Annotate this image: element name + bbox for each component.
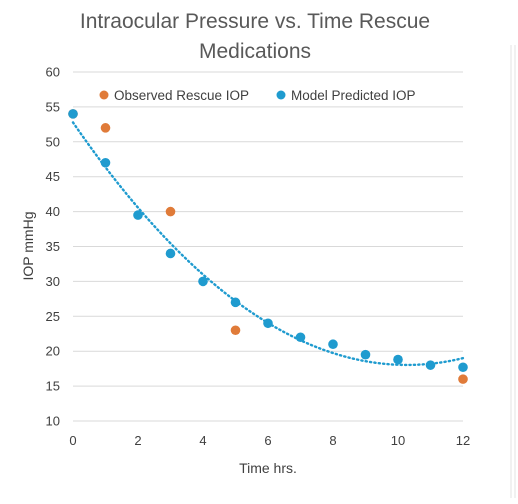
chart-title-line-2: Medications bbox=[199, 40, 311, 63]
x-tick-label: 12 bbox=[456, 433, 470, 448]
y-tick-label: 45 bbox=[46, 169, 60, 184]
predicted-point bbox=[198, 276, 208, 287]
y-tick-label: 10 bbox=[46, 414, 60, 429]
predicted-point bbox=[68, 109, 78, 119]
x-tick-label: 6 bbox=[264, 433, 271, 448]
x-tick-label: 8 bbox=[329, 433, 336, 448]
legend: Observed Rescue IOP Model Predicted IOP bbox=[99, 88, 416, 103]
legend-marker bbox=[276, 90, 286, 100]
observed-point bbox=[100, 123, 111, 133]
y-tick-label: 15 bbox=[46, 379, 60, 394]
legend-label: Model Predicted IOP bbox=[291, 88, 416, 103]
y-tick-label: 50 bbox=[46, 134, 60, 149]
y-tick-label: 30 bbox=[46, 274, 60, 289]
legend-marker bbox=[99, 90, 109, 100]
predicted-point bbox=[165, 248, 176, 259]
legend-label: Observed Rescue IOP bbox=[114, 88, 249, 103]
y-tick-label: 55 bbox=[46, 99, 60, 114]
observed-point bbox=[230, 325, 241, 336]
chart-title-line-1: Intraocular Pressure vs. Time Rescue bbox=[80, 10, 430, 33]
predicted-point bbox=[458, 362, 468, 373]
x-tick-label: 0 bbox=[69, 433, 76, 448]
x-axis-label: Time hrs. bbox=[239, 460, 297, 476]
data-points bbox=[68, 109, 468, 384]
observed-point bbox=[165, 206, 176, 217]
predicted-point bbox=[230, 297, 241, 308]
y-tick-label: 35 bbox=[46, 239, 60, 254]
y-tick-label: 25 bbox=[46, 309, 60, 324]
right-edge-lines bbox=[510, 45, 516, 498]
observed-point bbox=[458, 374, 468, 384]
predicted-point bbox=[393, 354, 403, 365]
gridlines bbox=[73, 71, 463, 422]
predicted-point bbox=[328, 339, 338, 350]
predicted-point bbox=[263, 318, 273, 329]
y-tick-label: 60 bbox=[46, 65, 60, 80]
y-tick-label: 40 bbox=[46, 204, 60, 219]
predicted-point bbox=[425, 360, 436, 370]
y-tick-label: 20 bbox=[46, 344, 60, 359]
x-tick-label: 2 bbox=[134, 433, 141, 448]
x-tick-label: 4 bbox=[199, 433, 206, 448]
predicted-point bbox=[133, 210, 143, 220]
tick-labels: 10 15 20 25 30 35 40 45 50 55 60 0 2 4 6 8 10 12 bbox=[46, 65, 471, 449]
predicted-point bbox=[360, 349, 371, 360]
x-tick-label: 10 bbox=[391, 433, 405, 448]
predicted-point bbox=[100, 157, 111, 168]
y-axis-label: IOP mmHg bbox=[20, 212, 36, 281]
predicted-point bbox=[295, 332, 306, 343]
